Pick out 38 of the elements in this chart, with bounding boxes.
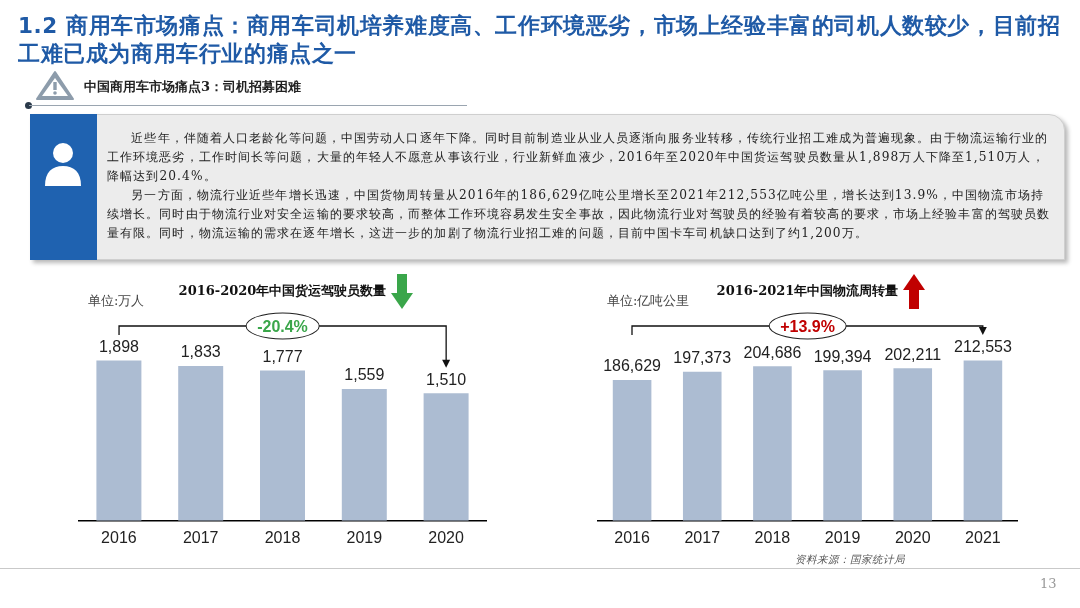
y-axis-title: 单位:亿吨公里 (607, 293, 690, 309)
data-label: 1,898 (98, 337, 140, 355)
text: 1.2 商用车市场痛点：商用车司机培养难度高、工作环境恶劣，市场上经验丰富的司机人数较少，目前招工难已成为商用车行业的痛点之一 (18, 12, 1062, 68)
x-tick-label: 2016 (614, 528, 650, 546)
data-label: 199,394 (813, 347, 872, 365)
data-label: 1,777 (262, 348, 303, 366)
data-label: 202,211 (884, 345, 942, 363)
x-tick-label: 2017 (684, 528, 721, 546)
chart-title: 2016-2020年中国货运驾驶员数量 (178, 282, 387, 300)
bar (341, 389, 387, 521)
x-tick-label: 2018 (754, 528, 791, 546)
text: +13.9% (768, 312, 847, 340)
x-tick-label: 2016 (101, 528, 137, 546)
x-tick-label: 2017 (182, 528, 219, 546)
bar (423, 393, 469, 521)
data-label: 212,553 (953, 337, 1012, 355)
text-card: 近些年，伴随着人口老龄化等问题，中国劳动人口逐年下降。同时目前制造业从业人员逐渐向服务业转移，传统行业招工难成为普遍现象。由于物流运输行业的工作环境恶劣，工作时间长等问题，大量的年轻人不愿意从事该行业，行业新鲜血液少，2016年至2020年中国货运驾驶员数量从1,898万人下降至1,510万人，降幅达到20.4%。 另一方面，物流行业近些年增长迅速，中国货物周转量从2016年的186,629亿吨公里增长至2021年212,553亿吨公里，增长达到13.9%，中国物流市场持续增长。同时由于物流行业对安全运输的要求较高，而整体工作环境容易发生安全事故，因此物流行业对驾驶员的经验有着较高的要求，市场上经验丰富的驾驶员数量有限。同时，物流运输的需求在逐年增长，这进一步的加剧了物流行业招工难的问题，目前中国卡车司机缺口达到了约1,200万。 (30, 114, 1065, 260)
text: 中国商用车市场痛点3：司机招募困难 (84, 78, 302, 96)
chart-title: 2016-2021年中国物流周转量 (716, 282, 899, 300)
x-tick-label: 2021 (965, 528, 1001, 546)
text: 13 (1040, 576, 1057, 591)
bar (178, 365, 224, 521)
data-label: 197,373 (673, 349, 732, 367)
x-tick-label: 2020 (894, 528, 931, 546)
data-label: 1,833 (180, 343, 221, 361)
data-label: 204,686 (743, 343, 802, 361)
x-tick-label: 2020 (428, 528, 464, 546)
text: -20.4% (245, 312, 320, 340)
x-tick-label: 2018 (264, 528, 301, 546)
data-label: 1,559 (344, 366, 385, 384)
y-axis-title: 单位:万人 (88, 293, 145, 309)
bar (96, 360, 142, 521)
x-tick-label: 2019 (346, 528, 383, 546)
data-label: 186,629 (603, 357, 662, 375)
bar (260, 370, 305, 521)
data-label: 1,510 (426, 370, 467, 388)
text: 资料来源：国家统计局 (795, 553, 905, 567)
x-tick-label: 2019 (824, 528, 861, 546)
